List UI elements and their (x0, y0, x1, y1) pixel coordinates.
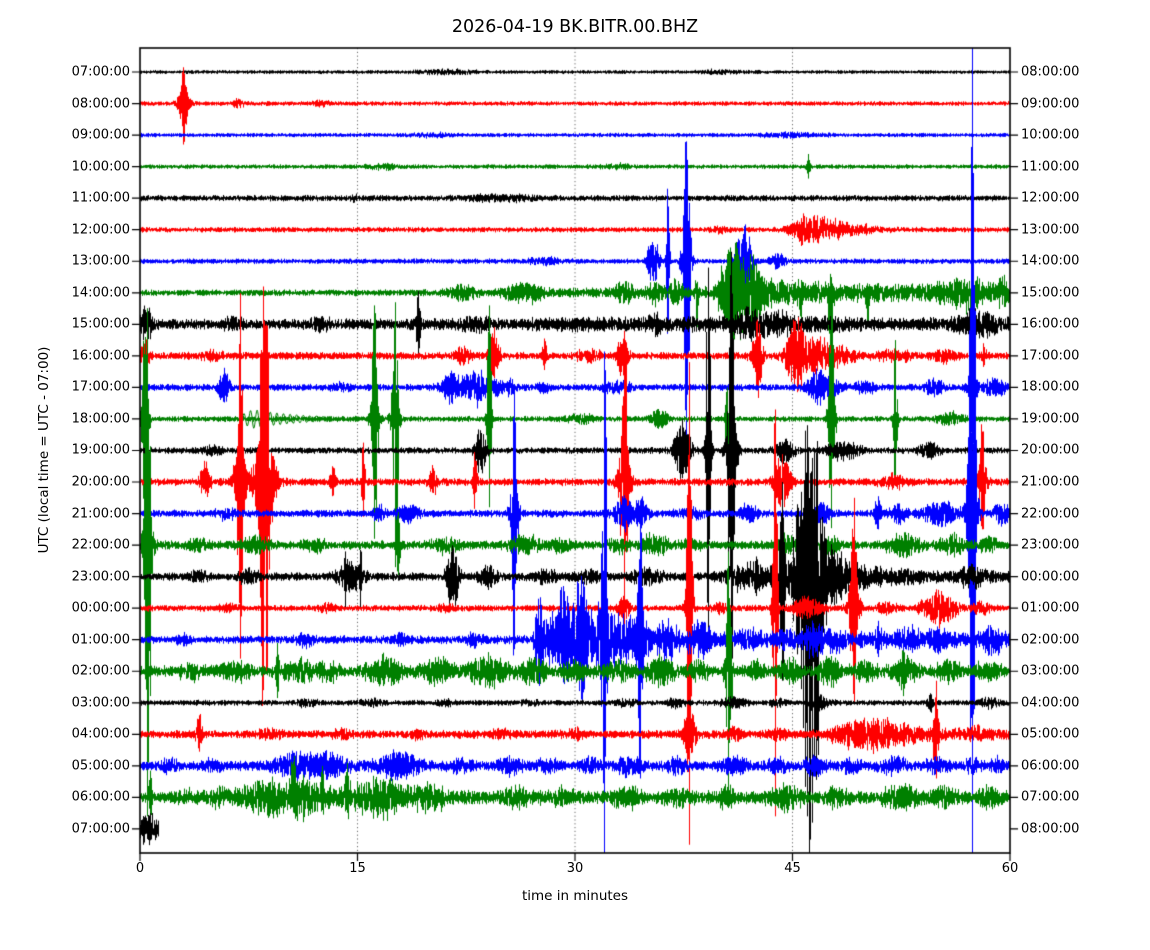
y-tick-label-local: 05:00:00 (1021, 726, 1080, 742)
y-tick-label-utc: 03:00:00 (71, 695, 130, 711)
y-tick-label-local: 02:00:00 (1021, 632, 1080, 648)
y-tick-label-local: 15:00:00 (1021, 285, 1080, 301)
y-tick-label-utc: 22:00:00 (71, 537, 130, 553)
y-tick-label-utc: 01:00:00 (71, 632, 130, 648)
y-tick-label-local: 11:00:00 (1021, 159, 1080, 175)
y-tick-label-local: 14:00:00 (1021, 253, 1080, 269)
y-tick-label-utc: 23:00:00 (71, 569, 130, 585)
x-tick-label: 30 (566, 861, 584, 876)
y-tick-label-local: 22:00:00 (1021, 506, 1080, 522)
x-tick-label: 60 (1001, 861, 1019, 876)
y-tick-label-local: 00:00:00 (1021, 569, 1080, 585)
y-tick-label-utc: 18:00:00 (71, 411, 130, 427)
y-tick-label-utc: 20:00:00 (71, 474, 130, 490)
y-tick-label-utc: 06:00:00 (71, 789, 130, 805)
x-tick-label: 15 (349, 861, 366, 876)
y-tick-label-utc: 17:00:00 (71, 379, 130, 395)
y-tick-label-local: 23:00:00 (1021, 537, 1080, 553)
y-tick-label-local: 07:00:00 (1021, 789, 1080, 805)
y-tick-label-utc: 04:00:00 (71, 726, 130, 742)
y-tick-label-utc: 19:00:00 (71, 442, 130, 458)
y-tick-label-local: 17:00:00 (1021, 348, 1080, 364)
y-tick-label-local: 20:00:00 (1021, 442, 1080, 458)
y-tick-label-utc: 05:00:00 (71, 758, 130, 774)
y-tick-label-utc: 13:00:00 (71, 253, 130, 269)
y-tick-label-utc: 00:00:00 (71, 600, 130, 616)
x-tick-label: 45 (784, 861, 801, 876)
y-tick-label-utc: 12:00:00 (71, 222, 130, 238)
y-tick-label-local: 01:00:00 (1021, 600, 1080, 616)
y-tick-label-local: 16:00:00 (1021, 316, 1080, 332)
y-tick-label-local: 21:00:00 (1021, 474, 1080, 490)
y-tick-label-utc: 08:00:00 (71, 96, 130, 112)
y-tick-label-local: 13:00:00 (1021, 222, 1080, 238)
y-tick-label-local: 08:00:00 (1021, 64, 1080, 80)
y-tick-label-local: 09:00:00 (1021, 96, 1080, 112)
y-tick-label-utc: 10:00:00 (71, 159, 130, 175)
y-tick-label-utc: 07:00:00 (71, 821, 130, 837)
x-tick-label: 0 (135, 861, 145, 876)
y-tick-label-local: 10:00:00 (1021, 127, 1080, 143)
y-tick-label-utc: 14:00:00 (71, 285, 130, 301)
y-tick-label-utc: 16:00:00 (71, 348, 130, 364)
y-tick-label-utc: 09:00:00 (71, 127, 130, 143)
y-tick-label-utc: 15:00:00 (71, 316, 130, 332)
y-tick-label-utc: 02:00:00 (71, 663, 130, 679)
y-tick-label-local: 03:00:00 (1021, 663, 1080, 679)
y-tick-label-utc: 21:00:00 (71, 506, 130, 522)
y-tick-label-local: 12:00:00 (1021, 190, 1080, 206)
y-tick-label-local: 19:00:00 (1021, 411, 1080, 427)
y-tick-label-local: 04:00:00 (1021, 695, 1080, 711)
x-axis-label: time in minutes (521, 888, 629, 904)
y-tick-label-local: 18:00:00 (1021, 379, 1080, 395)
plot-title: 2026-04-19 BK.BITR.00.BHZ (451, 17, 699, 37)
y-tick-label-utc: 11:00:00 (71, 190, 130, 206)
y-tick-label-local: 06:00:00 (1021, 758, 1080, 774)
y-tick-label-utc: 07:00:00 (71, 64, 130, 80)
y-tick-label-local: 08:00:00 (1021, 821, 1080, 837)
